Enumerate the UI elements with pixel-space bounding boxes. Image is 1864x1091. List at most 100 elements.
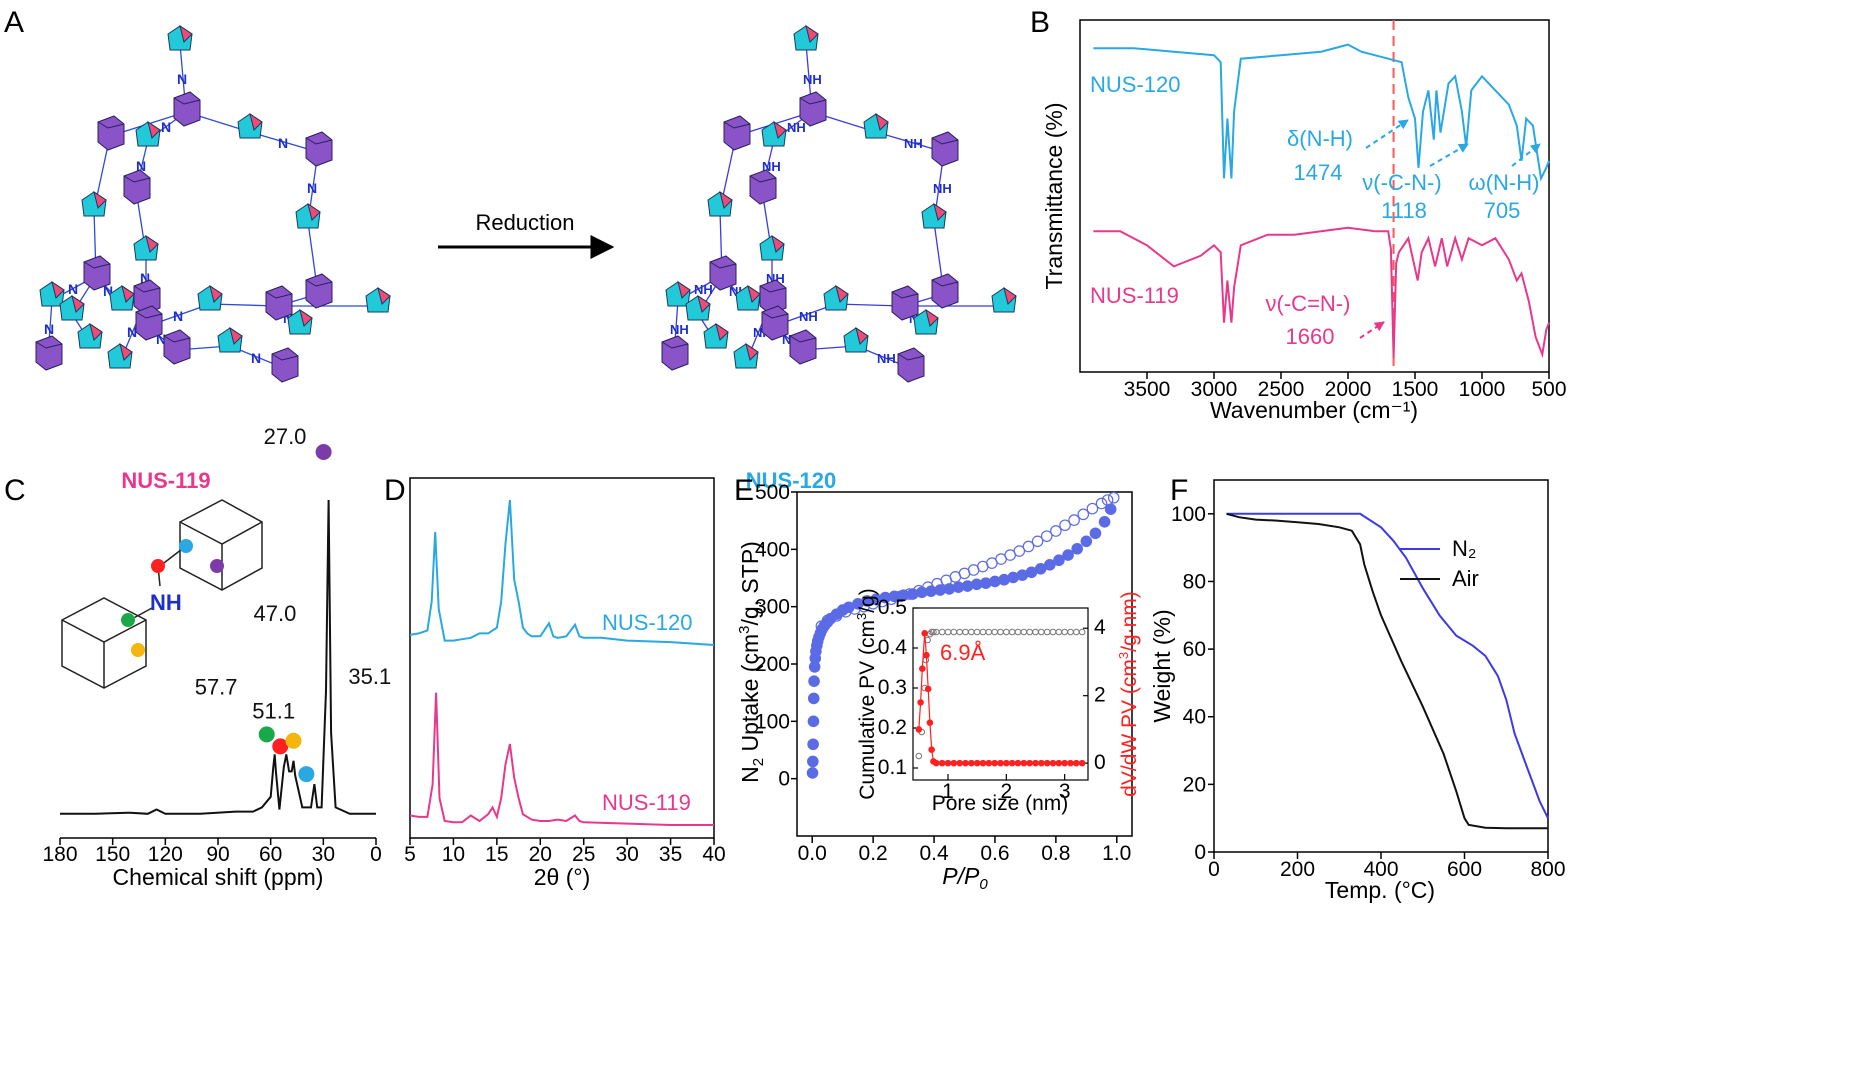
isotherm-point-adsorption-45 [1080,535,1093,548]
isotherm-point-adsorption-0 [806,767,819,779]
pore-inset-x-tick-label-2: 2 [1000,780,1012,803]
pore-cumulative-point-6 [928,628,935,636]
isotherm-point-desorption-5 [1068,514,1080,526]
isotherm-point-adsorption-46 [1089,527,1102,540]
nmr-x-axis-label: Chemical shift (ppm) [113,864,324,890]
nus119-cube-edge-23 [163,335,191,343]
isotherm-point-adsorption-3 [807,715,820,728]
nus119-n-label-10: N [140,270,150,286]
nus120-cube-edge-21 [661,341,689,349]
nmr-peak-label-27.0: 27.0 [264,424,307,449]
nus120-cage-face-17 [835,284,849,303]
nmr-x-tick-label-60: 60 [259,843,282,866]
nus119-cube-12 [305,273,333,309]
nus120-cube-edge-7 [749,175,777,183]
isotherm-point-desorption-32 [821,614,834,627]
nus119-cage-face-3 [147,120,161,139]
tga-x-tick-label-800: 800 [1530,858,1565,881]
nus119-cage-face-13 [51,280,65,299]
panel-f: F 0 200 400 600 800 0 20 40 60 80 100 N₂ Air Temp.… [1149,474,1566,903]
isotherm-point-adsorption-43 [1062,549,1074,561]
pxrd-x-tick-label-30: 30 [615,843,638,866]
isotherm-x-tick-label-0.4: 0.4 [919,842,949,865]
ftir-series-label-nus119: NUS-119 [1090,283,1179,308]
isotherm-point-adsorption-47 [1098,516,1111,528]
nus119-n-label-26: N [103,283,113,299]
nus120-n-label-20: NH [670,322,689,337]
pore-inset-x-tick-label-1: 1 [942,780,954,803]
isotherm-x-tick-label-0: 0.0 [798,842,827,865]
isotherm-x-tick-label-0.2: 0.2 [859,842,888,865]
isotherm-y-tick-label-0: 0 [778,768,790,791]
nus120-cage-face-26 [747,284,761,303]
isotherm-point-desorption-10 [1022,540,1035,553]
isotherm-point-desorption-2 [1095,497,1108,510]
ftir-x-tick-label-2000: 2000 [1325,378,1372,401]
nus120-cube-edge-11 [759,285,787,293]
isotherm-x-tick-label-1: 1.0 [1102,842,1131,865]
tga-y-tick-label-100: 100 [1171,503,1206,526]
isotherm-point-adsorption-42 [1053,554,1065,567]
nus120-n-label-16: NH [799,309,818,324]
isotherm-point-desorption-4 [1077,508,1090,521]
nmr-peak-dot-27.0 [315,444,332,460]
nus120-cube-7 [749,169,777,205]
nmr-x-tick-label-150: 150 [95,843,130,866]
nus120-cube-10 [709,255,737,291]
nus119-cage-face-8 [145,234,159,253]
nus119-n-label-20: N [44,321,54,337]
nus119-n-label-4: N [278,135,288,151]
panel-c-label: C [4,474,26,507]
isotherm-point-adsorption-5 [808,675,820,687]
nus119-cube-25 [271,347,299,383]
nmr-peak-dot-35.1 [298,766,315,783]
pore-inset-right-y-tick-label-4: 4 [1094,616,1106,639]
isotherm-point-desorption-25 [885,593,898,606]
isotherm-y-tick-label-200: 200 [755,653,790,676]
isotherm-point-desorption-8 [1040,530,1053,542]
nmr-x-tick-label-90: 90 [206,843,229,866]
isotherm-point-adsorption-2 [807,738,819,751]
nus119-cube-edge-5 [305,137,333,145]
nus119-cube-edge-21 [35,341,63,349]
pore-inset-left-y-tick-label-0.3: 0.3 [878,676,907,699]
nus120-cube-edge-2 [723,121,751,129]
tga-x-tick-label-200: 200 [1280,858,1315,881]
nus120-cube-16 [761,305,789,341]
pore-inset-points [915,628,1086,767]
reduction-label: Reduction [475,210,574,235]
tga-y-tick-label-80: 80 [1183,570,1206,593]
tga-x-tick-label-400: 400 [1363,858,1398,881]
nus120-cube-edge-1 [799,97,827,105]
nus119-cube-16 [135,305,163,341]
pxrd-x-tick-label-25: 25 [572,843,595,866]
ftir-arrow-vCeqN [1359,321,1385,339]
nus120-cage-face-3 [773,120,787,139]
nus119-cube-edge-1 [173,97,201,105]
panel-e: E 0.0 0.2 0.4 0.6 0.8 1.0 0 100 200 300 400 500 N2 … [734,474,1141,893]
pore-cumulative-point-7 [930,628,937,636]
tga-y-tick-label-60: 60 [1183,638,1206,661]
panel-b-label: B [1030,6,1050,39]
nus120-cage-face-20 [1003,286,1017,305]
isotherm-point-adsorption-1 [807,755,819,768]
pxrd-x-tick-label-20: 20 [529,843,552,866]
ftir-series-label-nus120: NUS-120 [1090,72,1180,97]
isotherm-y-tick-label-300: 300 [755,596,790,619]
ftir-annotation-vCN-value: 1118 [1381,198,1427,223]
nmr-peak-label-35.1: 35.1 [348,664,391,689]
nus119-n-label-8: N [307,180,317,196]
tga-line-air [1226,512,1548,830]
pxrd-x-ticks: 5 10 15 20 25 30 35 40 [404,838,726,866]
panel-c: C 180 150 120 90 60 30 0 57.751.147.035.127.0 … [4,424,391,890]
pxrd-plot-frame [409,477,715,839]
nus119-cage-face-6 [93,190,107,209]
isotherm-point-desorption-7 [1050,525,1062,537]
pore-cumulative-point-0 [915,752,923,760]
ftir-plot-frame [1079,19,1550,373]
pore-inset-left-y-tick-label-0.1: 0.1 [878,756,907,779]
nus119-cage-face-24 [229,326,243,345]
pore-inset-ticks: 1 2 3 0.1 0.2 0.3 0.4 0.5 0 2 4 [878,596,1106,803]
nus120-cube-25 [897,347,925,383]
